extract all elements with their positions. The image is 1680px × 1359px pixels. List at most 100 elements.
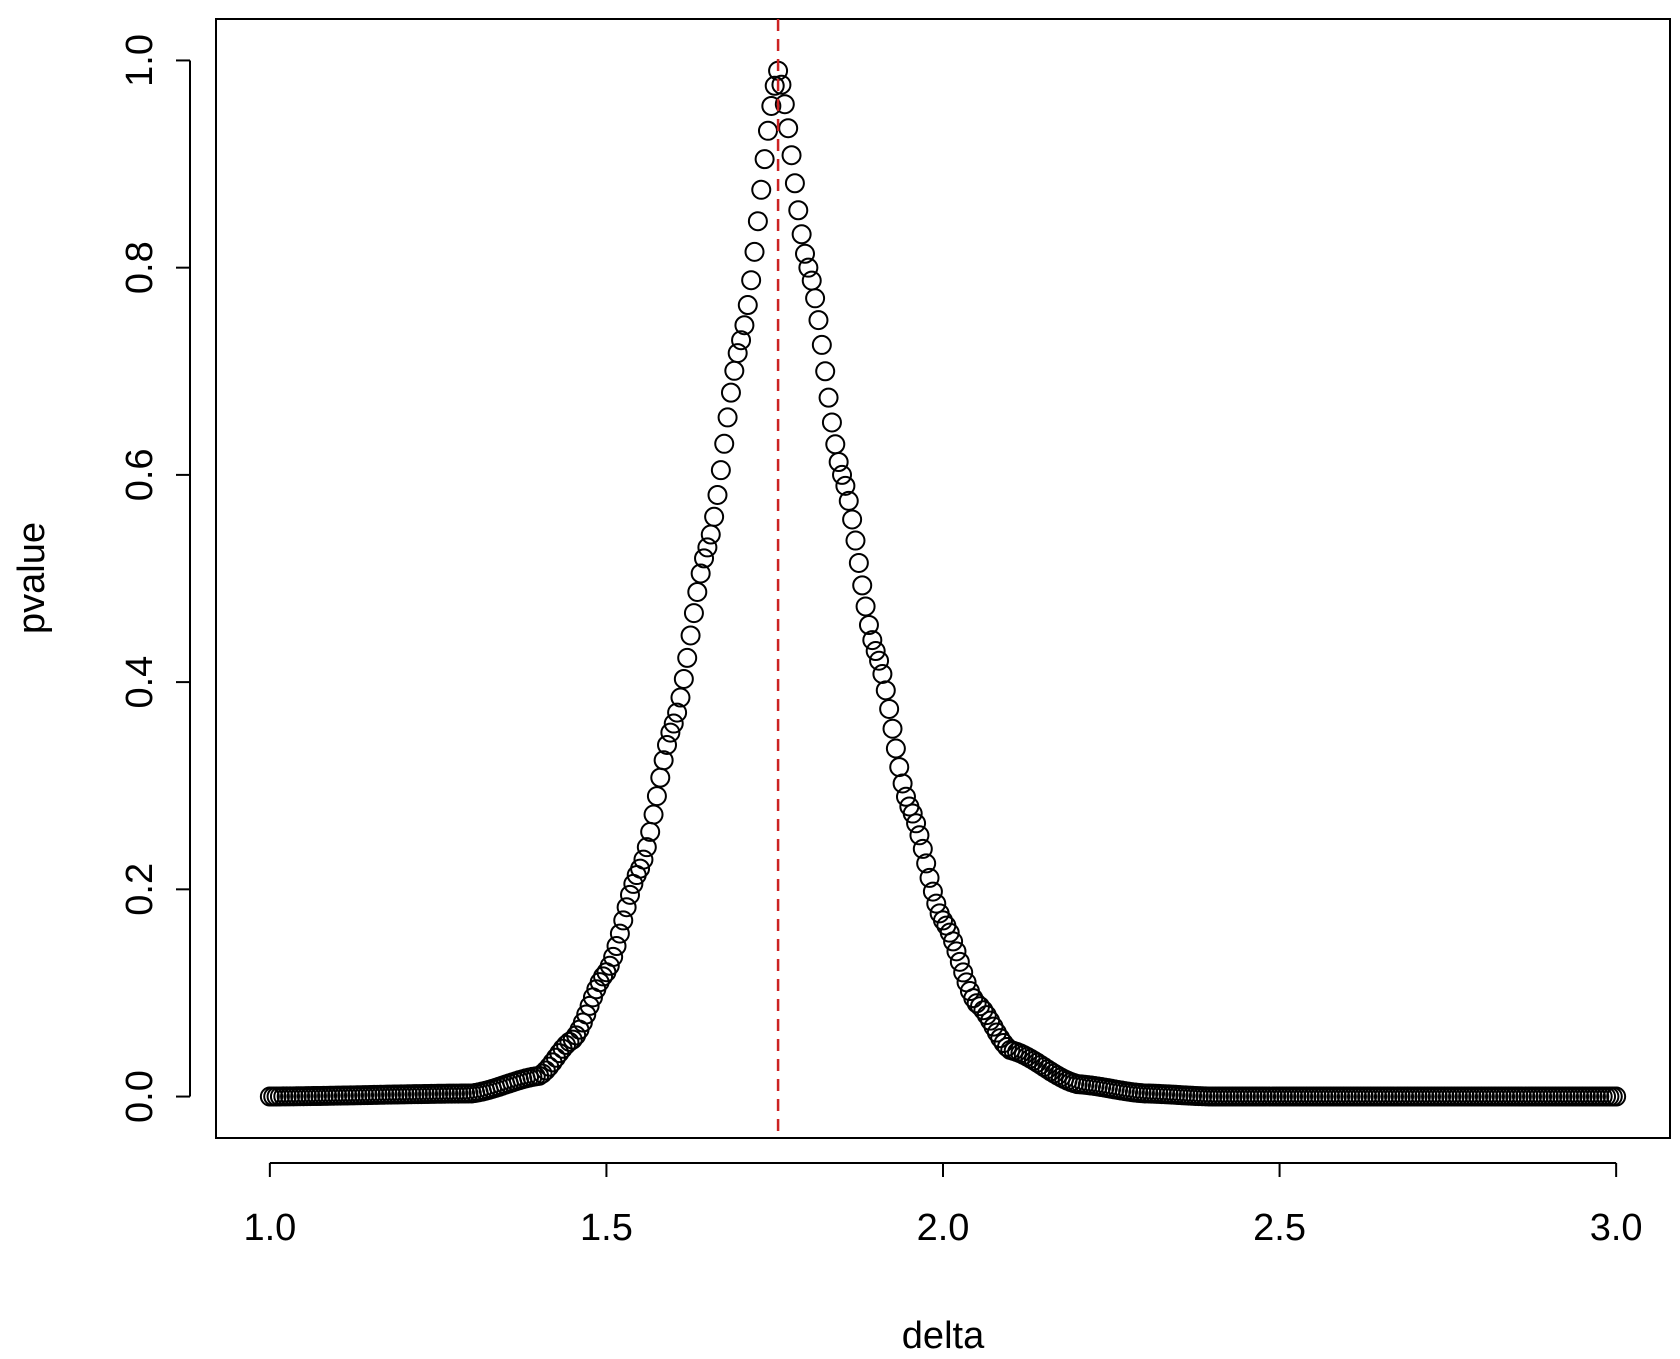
data-point	[630, 858, 651, 879]
y-axis: 0.0 0.2 0.4 0.6 0.8 1.0	[119, 34, 191, 1123]
y-tick-label: 0.8	[119, 241, 161, 294]
data-point	[865, 641, 886, 662]
data-point	[889, 757, 910, 778]
data-point	[966, 993, 987, 1014]
data-point	[636, 837, 657, 858]
data-point	[781, 145, 802, 166]
data-point	[717, 407, 738, 428]
data-point	[892, 773, 913, 794]
data-point	[879, 698, 900, 719]
y-tick-label: 0.2	[119, 863, 161, 916]
data-point	[771, 74, 792, 95]
data-point	[754, 149, 775, 170]
data-point	[532, 1063, 553, 1084]
data-point	[683, 603, 704, 624]
data-point	[895, 786, 916, 807]
x-tick-label: 1.0	[243, 1207, 296, 1249]
data-point	[791, 224, 812, 245]
data-point	[788, 200, 809, 221]
y-axis-title: pvalue	[11, 522, 53, 634]
data-point	[778, 118, 799, 139]
data-point	[986, 1022, 1007, 1043]
x-tick-label: 2.0	[917, 1207, 970, 1249]
data-point	[916, 853, 937, 874]
data-point	[606, 936, 627, 957]
data-point	[1606, 1086, 1627, 1107]
data-point	[657, 734, 678, 755]
x-tick-label: 3.0	[1590, 1207, 1643, 1249]
data-point	[949, 951, 970, 972]
data-point	[731, 330, 752, 351]
data-point	[603, 946, 624, 967]
data-point	[906, 813, 927, 834]
data-point	[922, 881, 943, 902]
data-point	[613, 910, 634, 931]
data-point	[751, 179, 772, 200]
data-point	[697, 537, 718, 558]
data-point	[616, 897, 637, 918]
y-tick-label: 0.4	[119, 656, 161, 709]
x-tick-label: 1.5	[580, 1207, 633, 1249]
data-point	[801, 270, 822, 291]
y-tick-label: 1.0	[119, 34, 161, 87]
data-point	[562, 1029, 583, 1050]
data-point	[757, 120, 778, 141]
data-point	[619, 884, 640, 905]
data-point	[747, 211, 768, 232]
data-point	[744, 241, 765, 262]
data-point	[633, 849, 654, 870]
data-point	[690, 563, 711, 584]
data-point	[912, 838, 933, 859]
data-point	[576, 1004, 597, 1025]
data-point	[720, 382, 741, 403]
data-point	[707, 484, 728, 505]
data-point	[902, 803, 923, 824]
data-point	[882, 718, 903, 739]
data-point	[943, 931, 964, 952]
data-point	[714, 433, 735, 454]
data-point	[700, 524, 721, 545]
data-point	[579, 995, 600, 1016]
data-point	[872, 663, 893, 684]
data-point	[953, 962, 974, 983]
data-point	[821, 412, 842, 433]
data-point	[848, 552, 869, 573]
data-point	[858, 615, 879, 636]
data-point	[694, 548, 715, 569]
data-point	[646, 786, 667, 807]
data-point	[761, 95, 782, 116]
x-axis-title: delta	[902, 1315, 985, 1357]
data-point	[660, 722, 681, 743]
data-point	[593, 966, 614, 987]
data-point	[869, 650, 890, 671]
data-point	[993, 1033, 1014, 1054]
y-tick-label: 0.6	[119, 448, 161, 501]
data-point	[727, 343, 748, 364]
data-point	[741, 270, 762, 291]
data-point	[845, 530, 866, 551]
data-point	[909, 825, 930, 846]
data-point	[885, 738, 906, 759]
data-point	[842, 509, 863, 530]
data-point	[784, 173, 805, 194]
data-point	[855, 596, 876, 617]
scatter-points	[259, 60, 1627, 1107]
plot-frame	[215, 18, 1671, 1139]
data-point	[724, 360, 745, 381]
data-point	[653, 750, 674, 771]
data-point	[677, 647, 698, 668]
data-point	[946, 941, 967, 962]
data-point	[734, 315, 755, 336]
data-point	[973, 1000, 994, 1021]
data-point	[680, 625, 701, 646]
data-point	[673, 668, 694, 689]
data-point	[976, 1005, 997, 1026]
data-point	[811, 334, 832, 355]
x-tick-label: 2.5	[1253, 1207, 1306, 1249]
y-tick-label: 0.0	[119, 1070, 161, 1123]
data-point	[663, 713, 684, 734]
data-point	[795, 243, 816, 264]
data-point	[875, 680, 896, 701]
data-point	[818, 387, 839, 408]
